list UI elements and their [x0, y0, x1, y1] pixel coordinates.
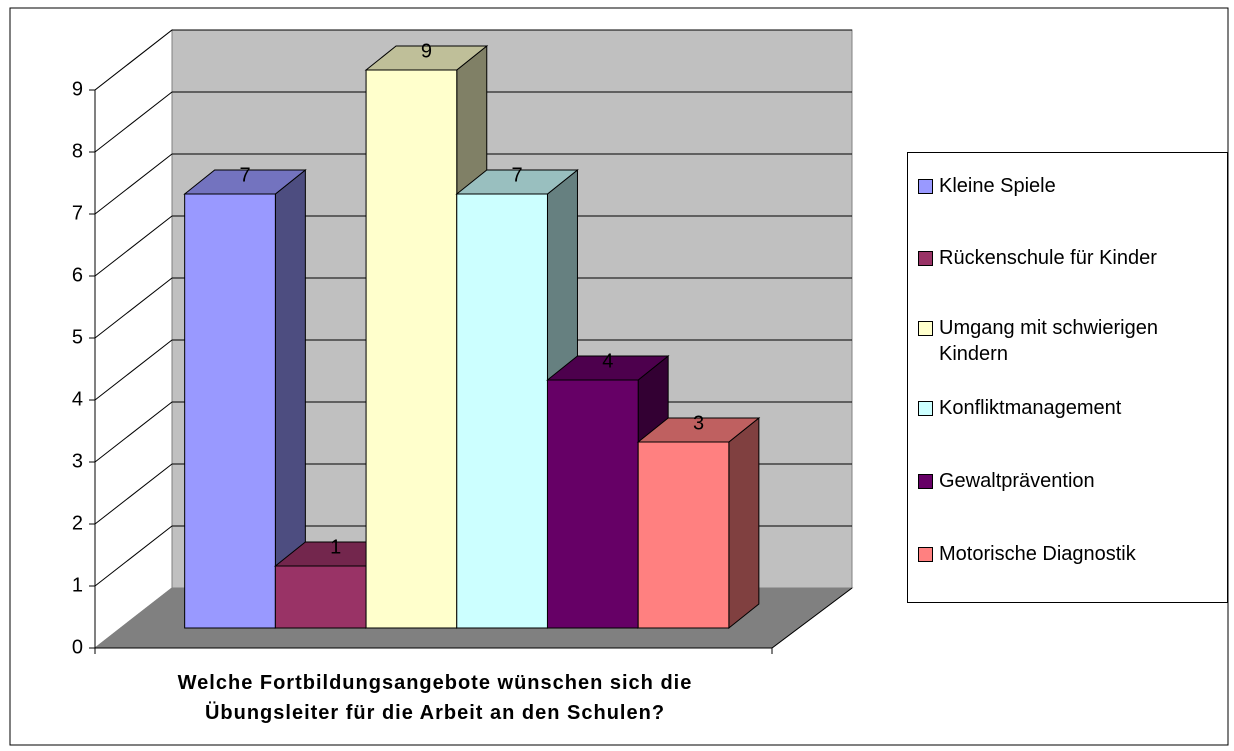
grid-line — [94, 215, 852, 277]
legend-entry: Rückenschule für Kinder — [918, 245, 1223, 271]
data-label: 1 — [330, 536, 341, 558]
bar — [274, 565, 367, 629]
legend: Kleine Spiele Rückenschule für Kinder Umga… — [907, 152, 1228, 603]
bar — [546, 379, 639, 629]
legend-entry: Motorische Diagnostik — [918, 541, 1223, 567]
bar-side — [728, 416, 760, 630]
legend-label: Rückenschule für Kinder — [939, 247, 1157, 269]
legend-swatch — [918, 321, 933, 336]
y-tick-label: 6 — [72, 264, 83, 286]
legend-label: Konfliktmanagement — [939, 397, 1122, 419]
y-tick-label: 2 — [72, 512, 83, 534]
bar — [184, 193, 276, 629]
legend-swatch — [918, 547, 933, 562]
y-tick-label: 1 — [72, 574, 83, 596]
grid-line — [94, 29, 852, 91]
y-tick-label: 4 — [72, 388, 83, 410]
legend-entry: Gewaltprävention — [918, 468, 1223, 494]
legend-label: Motorische Diagnostik — [939, 543, 1136, 565]
legend-entry: Kleine Spiele — [918, 173, 1223, 199]
bar — [637, 441, 730, 629]
bar — [456, 193, 548, 629]
axis-title: Welche Fortbildungsangebote wünschen sic… — [177, 672, 693, 724]
data-label: 7 — [512, 164, 523, 186]
data-label: 9 — [421, 40, 432, 62]
data-label: 3 — [693, 412, 704, 434]
legend-label: Gewaltprävention — [939, 470, 1095, 492]
data-label: 4 — [602, 350, 613, 372]
grid-line — [94, 153, 852, 215]
y-tick-label: 7 — [72, 202, 83, 224]
y-tick-label: 8 — [72, 140, 83, 162]
side-wall — [94, 28, 173, 650]
grid-line — [94, 277, 852, 339]
y-tick-label: 0 — [72, 636, 83, 658]
legend-swatch — [918, 179, 933, 194]
grid-line — [94, 91, 852, 153]
legend-label: Umgang mit schwierigen Kindern — [939, 317, 1158, 365]
legend-swatch — [918, 251, 933, 266]
bar — [365, 69, 458, 629]
legend-swatch — [918, 474, 933, 489]
legend-label: Kleine Spiele — [939, 175, 1056, 197]
legend-entry: Umgang mit schwierigen Kindern — [918, 315, 1223, 367]
y-tick-label: 5 — [72, 326, 83, 348]
y-tick-label: 9 — [72, 78, 83, 100]
legend-swatch — [918, 401, 933, 416]
data-label: 7 — [239, 164, 250, 186]
y-tick-label: 3 — [72, 450, 83, 472]
legend-entry: Konfliktmanagement — [918, 395, 1223, 421]
grid-line — [94, 339, 852, 401]
